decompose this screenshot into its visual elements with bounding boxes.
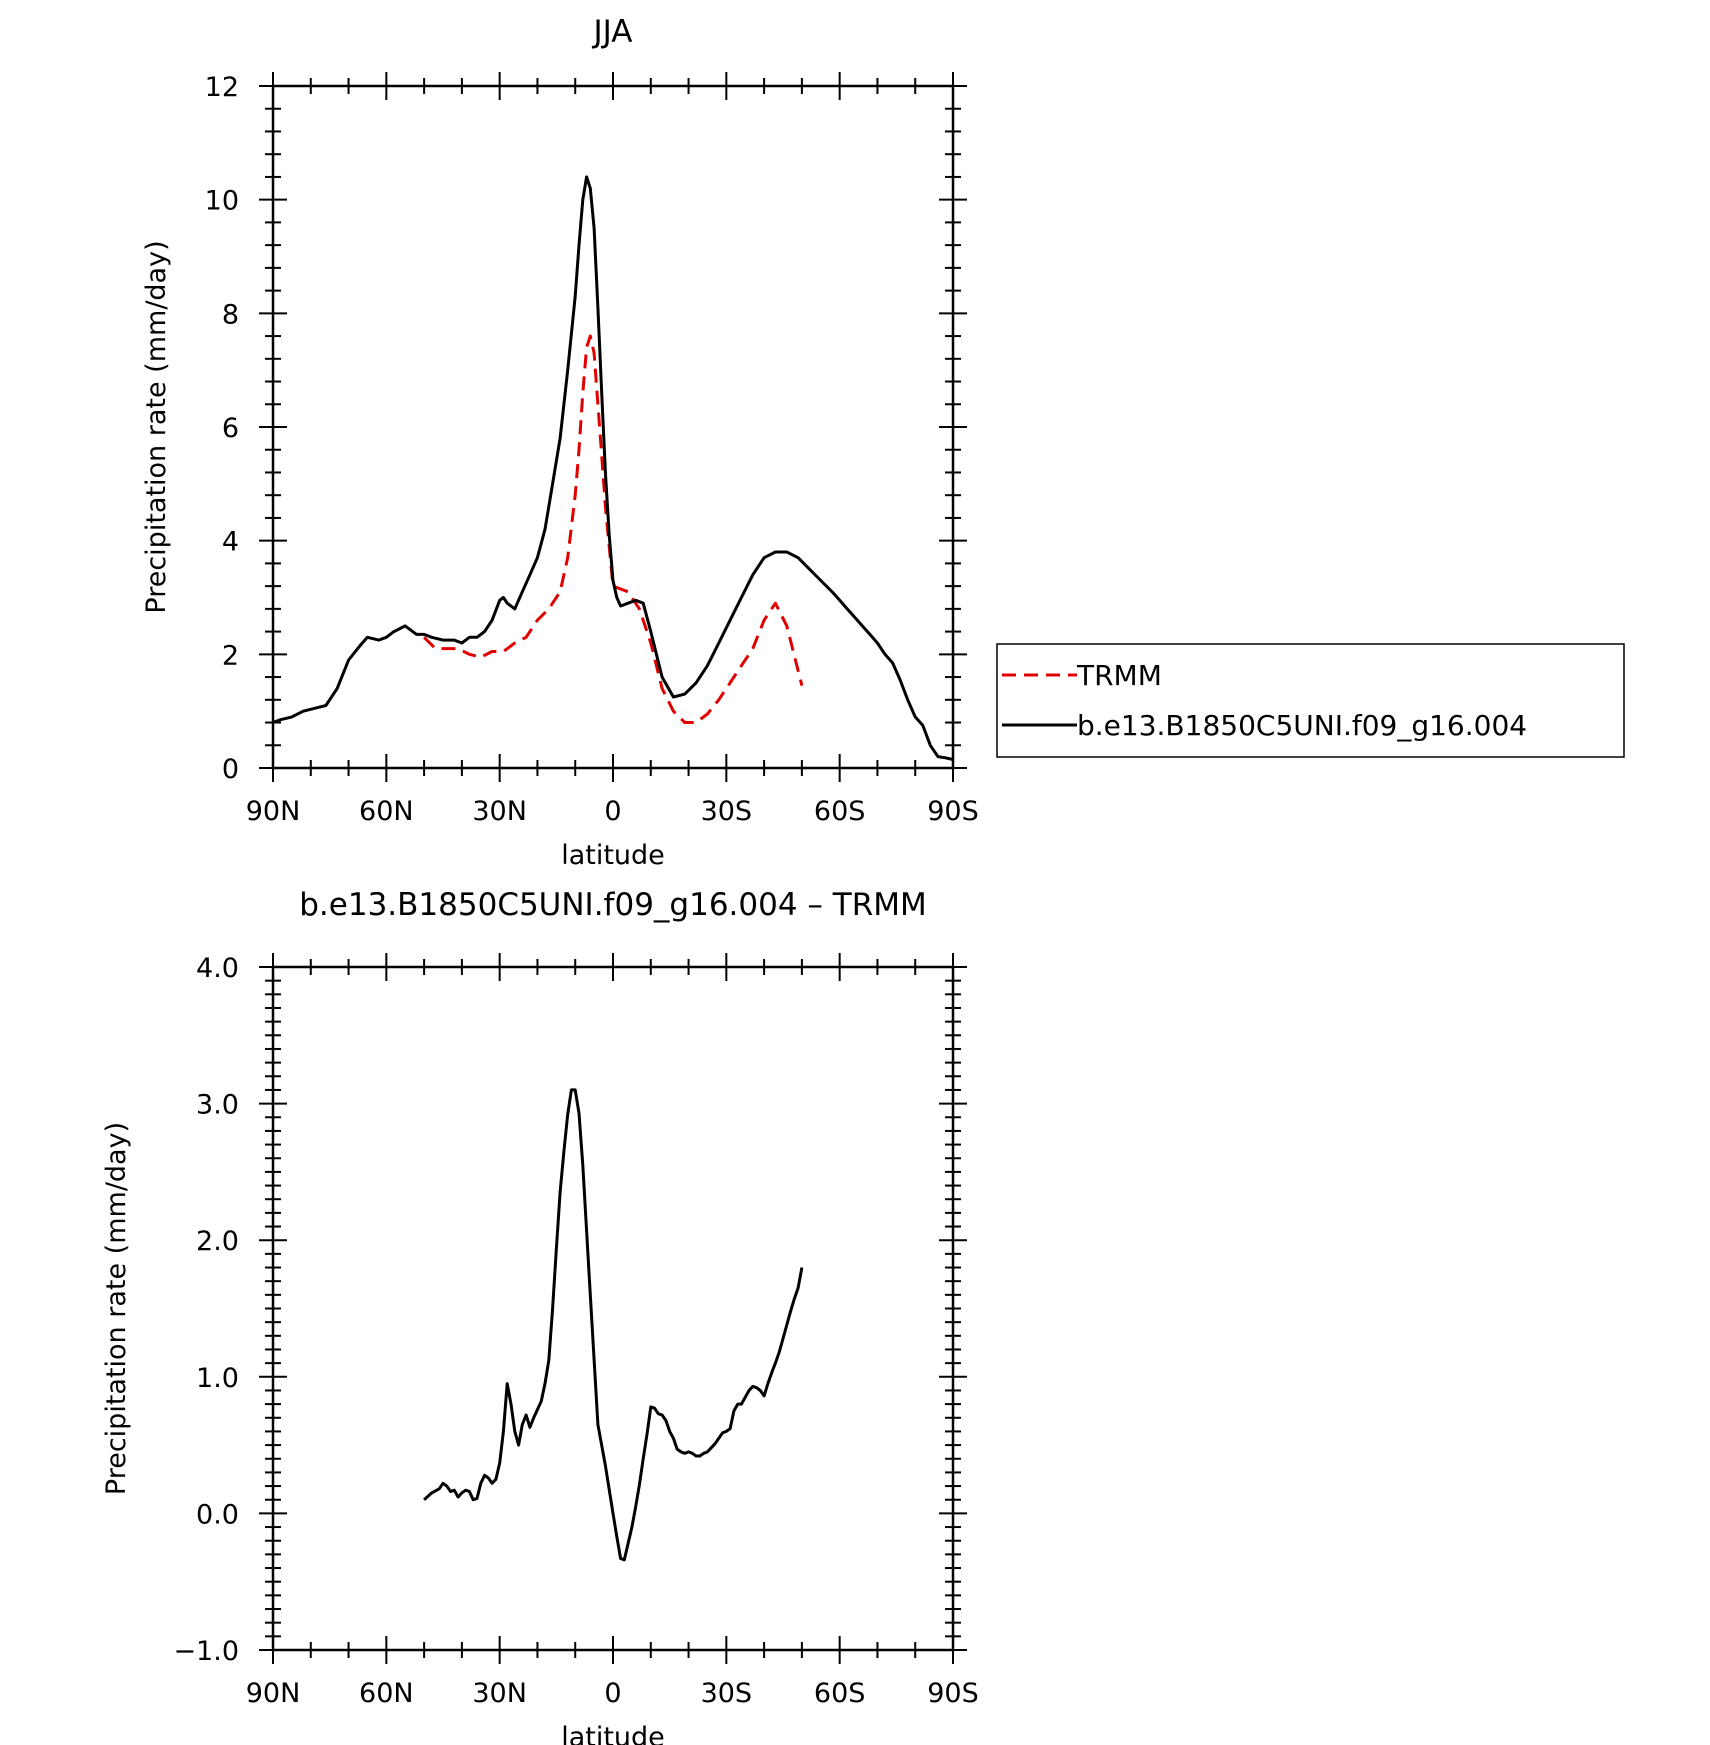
series-line-0 bbox=[423, 334, 804, 724]
x-tick-label: 90N bbox=[246, 796, 301, 827]
x-tick-label: 30N bbox=[472, 1678, 527, 1709]
legend: TRMM b.e13.B1850C5UNI.f09_g16.004 bbox=[996, 643, 1625, 758]
y-tick-label: 2.0 bbox=[196, 1226, 239, 1257]
y-tick-label: 1.0 bbox=[196, 1363, 239, 1394]
y-axis-label: Precipitation rate (mm/day) bbox=[101, 1122, 132, 1495]
y-axis-label: Precipitation rate (mm/day) bbox=[141, 240, 172, 613]
x-axis-label: latitude bbox=[561, 1722, 665, 1745]
x-tick-label: 60S bbox=[814, 796, 866, 827]
y-tick-label: 3.0 bbox=[196, 1090, 239, 1121]
y-tick-label: 4.0 bbox=[196, 953, 239, 984]
legend-label-trmm: TRMM bbox=[1076, 659, 1162, 692]
y-tick-label: 10 bbox=[205, 186, 239, 217]
chart-title: JJA bbox=[592, 14, 633, 50]
legend-label-model: b.e13.B1850C5UNI.f09_g16.004 bbox=[1077, 709, 1527, 742]
x-tick-label: 30S bbox=[701, 1678, 753, 1709]
series-line-0 bbox=[423, 1088, 804, 1562]
x-tick-label: 30S bbox=[701, 796, 753, 827]
x-axis-label: latitude bbox=[561, 840, 665, 871]
top-panel-jja: JJA 90N 60N 30N 0 30S 60S 90S 0 2 4 6 8 10 12 latitude P… bbox=[141, 14, 979, 871]
x-tick-label: 30N bbox=[472, 796, 527, 827]
x-tick-label: 60N bbox=[359, 1678, 414, 1709]
y-tick-label: 12 bbox=[205, 72, 239, 103]
bottom-panel-difference: b.e13.B1850C5UNI.f09_g16.004 – TRMM 90N 60… bbox=[101, 887, 979, 1745]
x-tick-label: 90S bbox=[927, 1678, 979, 1709]
chart-title: b.e13.B1850C5UNI.f09_g16.004 – TRMM bbox=[299, 887, 927, 923]
x-tick-label: 90S bbox=[927, 796, 979, 827]
x-tick-label: 90N bbox=[246, 1678, 301, 1709]
plot-frame bbox=[271, 965, 955, 1652]
x-tick-label: 0 bbox=[604, 796, 621, 827]
y-tick-label: 6 bbox=[222, 413, 239, 444]
y-tick-label: 0.0 bbox=[196, 1499, 239, 1530]
y-tick-label: 0 bbox=[222, 754, 239, 785]
y-tick-label: 2 bbox=[222, 640, 239, 671]
x-tick-label: 0 bbox=[604, 1678, 621, 1709]
y-tick-label: 4 bbox=[222, 527, 239, 558]
x-tick-label: 60N bbox=[359, 796, 414, 827]
x-tick-label: 60S bbox=[814, 1678, 866, 1709]
plot-frame bbox=[271, 84, 955, 770]
legend-box bbox=[996, 643, 1625, 758]
series-line-1 bbox=[272, 175, 954, 761]
y-tick-label: 8 bbox=[222, 299, 239, 330]
y-tick-label: −1.0 bbox=[173, 1636, 239, 1667]
